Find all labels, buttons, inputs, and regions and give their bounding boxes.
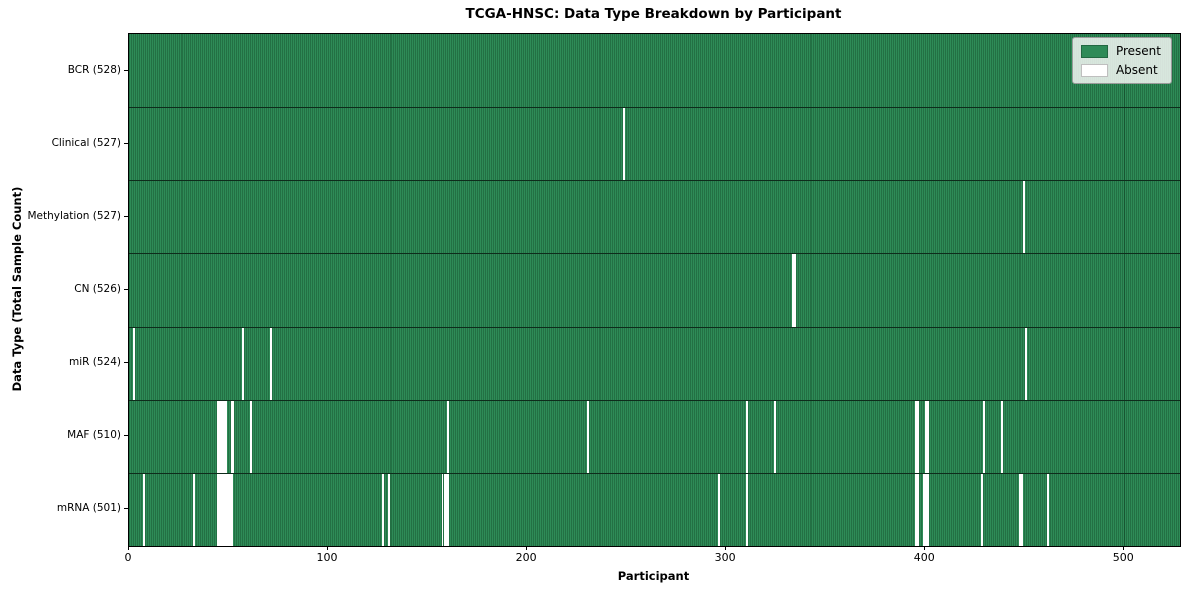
absent-stripe [228, 473, 231, 546]
absent-stripe [925, 473, 928, 546]
absent-stripe [387, 473, 390, 546]
absent-stripe [915, 400, 918, 473]
absent-stripe [923, 473, 926, 546]
heatmap-row-BCR [129, 34, 1180, 108]
absent-stripe [441, 473, 444, 546]
absent-stripe [1022, 181, 1025, 254]
legend-label: Present [1115, 44, 1161, 58]
legend-item-present: Present [1080, 44, 1161, 58]
absent-stripe [447, 473, 450, 546]
legend-swatch-absent [1080, 63, 1108, 77]
absent-stripe [917, 473, 920, 546]
absent-stripe [218, 400, 221, 473]
absent-stripe [250, 400, 253, 473]
x-tick-label: 500 [1112, 551, 1134, 564]
absent-stripe [622, 108, 625, 181]
absent-stripe [915, 473, 918, 546]
absent-stripe [132, 327, 135, 400]
absent-stripe [793, 254, 796, 327]
absent-stripe [925, 400, 928, 473]
absent-stripe [927, 473, 930, 546]
y-tick-label-miR: miR (524) [68, 356, 121, 369]
legend: Present Absent [1071, 37, 1172, 84]
absent-stripe [1020, 473, 1023, 546]
absent-stripe [917, 400, 920, 473]
absent-stripe [224, 473, 227, 546]
absent-stripe [718, 473, 721, 546]
heatmap-row-miR [129, 326, 1180, 400]
y-tick [124, 289, 128, 290]
legend-swatch-present [1080, 44, 1108, 58]
legend-item-absent: Absent [1080, 63, 1161, 77]
x-tick-label: 200 [515, 551, 537, 564]
x-tick-label: 100 [316, 551, 338, 564]
x-tick-label: 400 [913, 551, 935, 564]
y-tick [124, 215, 128, 217]
absent-stripe [443, 473, 446, 546]
heatmap-row-Methylation [129, 180, 1180, 254]
x-tick [327, 546, 329, 550]
absent-stripe [218, 473, 221, 546]
absent-stripe [220, 473, 223, 546]
absent-stripe [1000, 400, 1003, 473]
y-tick [124, 142, 128, 144]
y-tick-label-CN: CN (526) [74, 283, 121, 295]
y-tick-label-Methylation: Methylation (527) [27, 209, 121, 222]
absent-stripe [230, 400, 233, 473]
x-tick-label: 0 [124, 551, 132, 564]
absent-stripe [982, 400, 985, 473]
plot-area [128, 33, 1181, 547]
absent-stripe [242, 327, 245, 400]
absent-stripe [1024, 327, 1027, 400]
absent-stripe [222, 473, 225, 546]
y-tick [124, 362, 128, 364]
y-tick-label-BCR: BCR (528) [67, 63, 121, 76]
legend-label: Absent [1115, 63, 1158, 77]
absent-stripe [1018, 473, 1021, 546]
heatmap-row-mRNA [129, 472, 1180, 546]
x-tick [526, 546, 528, 550]
heatmap-row-Clinical [129, 107, 1180, 181]
absent-stripe [222, 400, 225, 473]
x-tick [725, 546, 727, 550]
x-tick [1123, 546, 1125, 550]
y-tick [124, 69, 128, 71]
y-tick-label-Clinical: Clinical (527) [51, 136, 121, 149]
chart-title: TCGA-HNSC: Data Type Breakdown by Partic… [465, 6, 842, 22]
absent-stripe [1046, 473, 1049, 546]
absent-stripe [192, 473, 195, 546]
absent-stripe [927, 400, 930, 473]
x-axis-label: Participant [617, 569, 690, 583]
absent-stripe [220, 400, 223, 473]
absent-stripe [232, 400, 235, 473]
absent-stripe [224, 400, 227, 473]
absent-stripe [270, 327, 273, 400]
absent-stripe [216, 400, 219, 473]
x-tick [924, 546, 926, 550]
x-tick-label: 300 [714, 551, 736, 564]
heatmap-row-MAF [129, 399, 1180, 473]
absent-stripe [746, 400, 749, 473]
y-tick-label-MAF: MAF (510) [67, 429, 121, 442]
absent-stripe [381, 473, 384, 546]
absent-stripe [142, 473, 145, 546]
absent-stripe [216, 473, 219, 546]
y-tick-label-mRNA: mRNA (501) [56, 502, 121, 515]
absent-stripe [773, 400, 776, 473]
absent-stripe [791, 254, 794, 327]
absent-stripe [447, 400, 450, 473]
absent-stripe [746, 473, 749, 546]
absent-stripe [586, 400, 589, 473]
absent-stripe [230, 473, 233, 546]
absent-stripe [980, 473, 983, 546]
y-tick [124, 508, 128, 510]
x-tick [128, 546, 129, 550]
absent-stripe [226, 473, 229, 546]
y-tick [124, 435, 128, 437]
heatmap-row-CN [129, 253, 1180, 327]
absent-stripe [445, 473, 448, 546]
